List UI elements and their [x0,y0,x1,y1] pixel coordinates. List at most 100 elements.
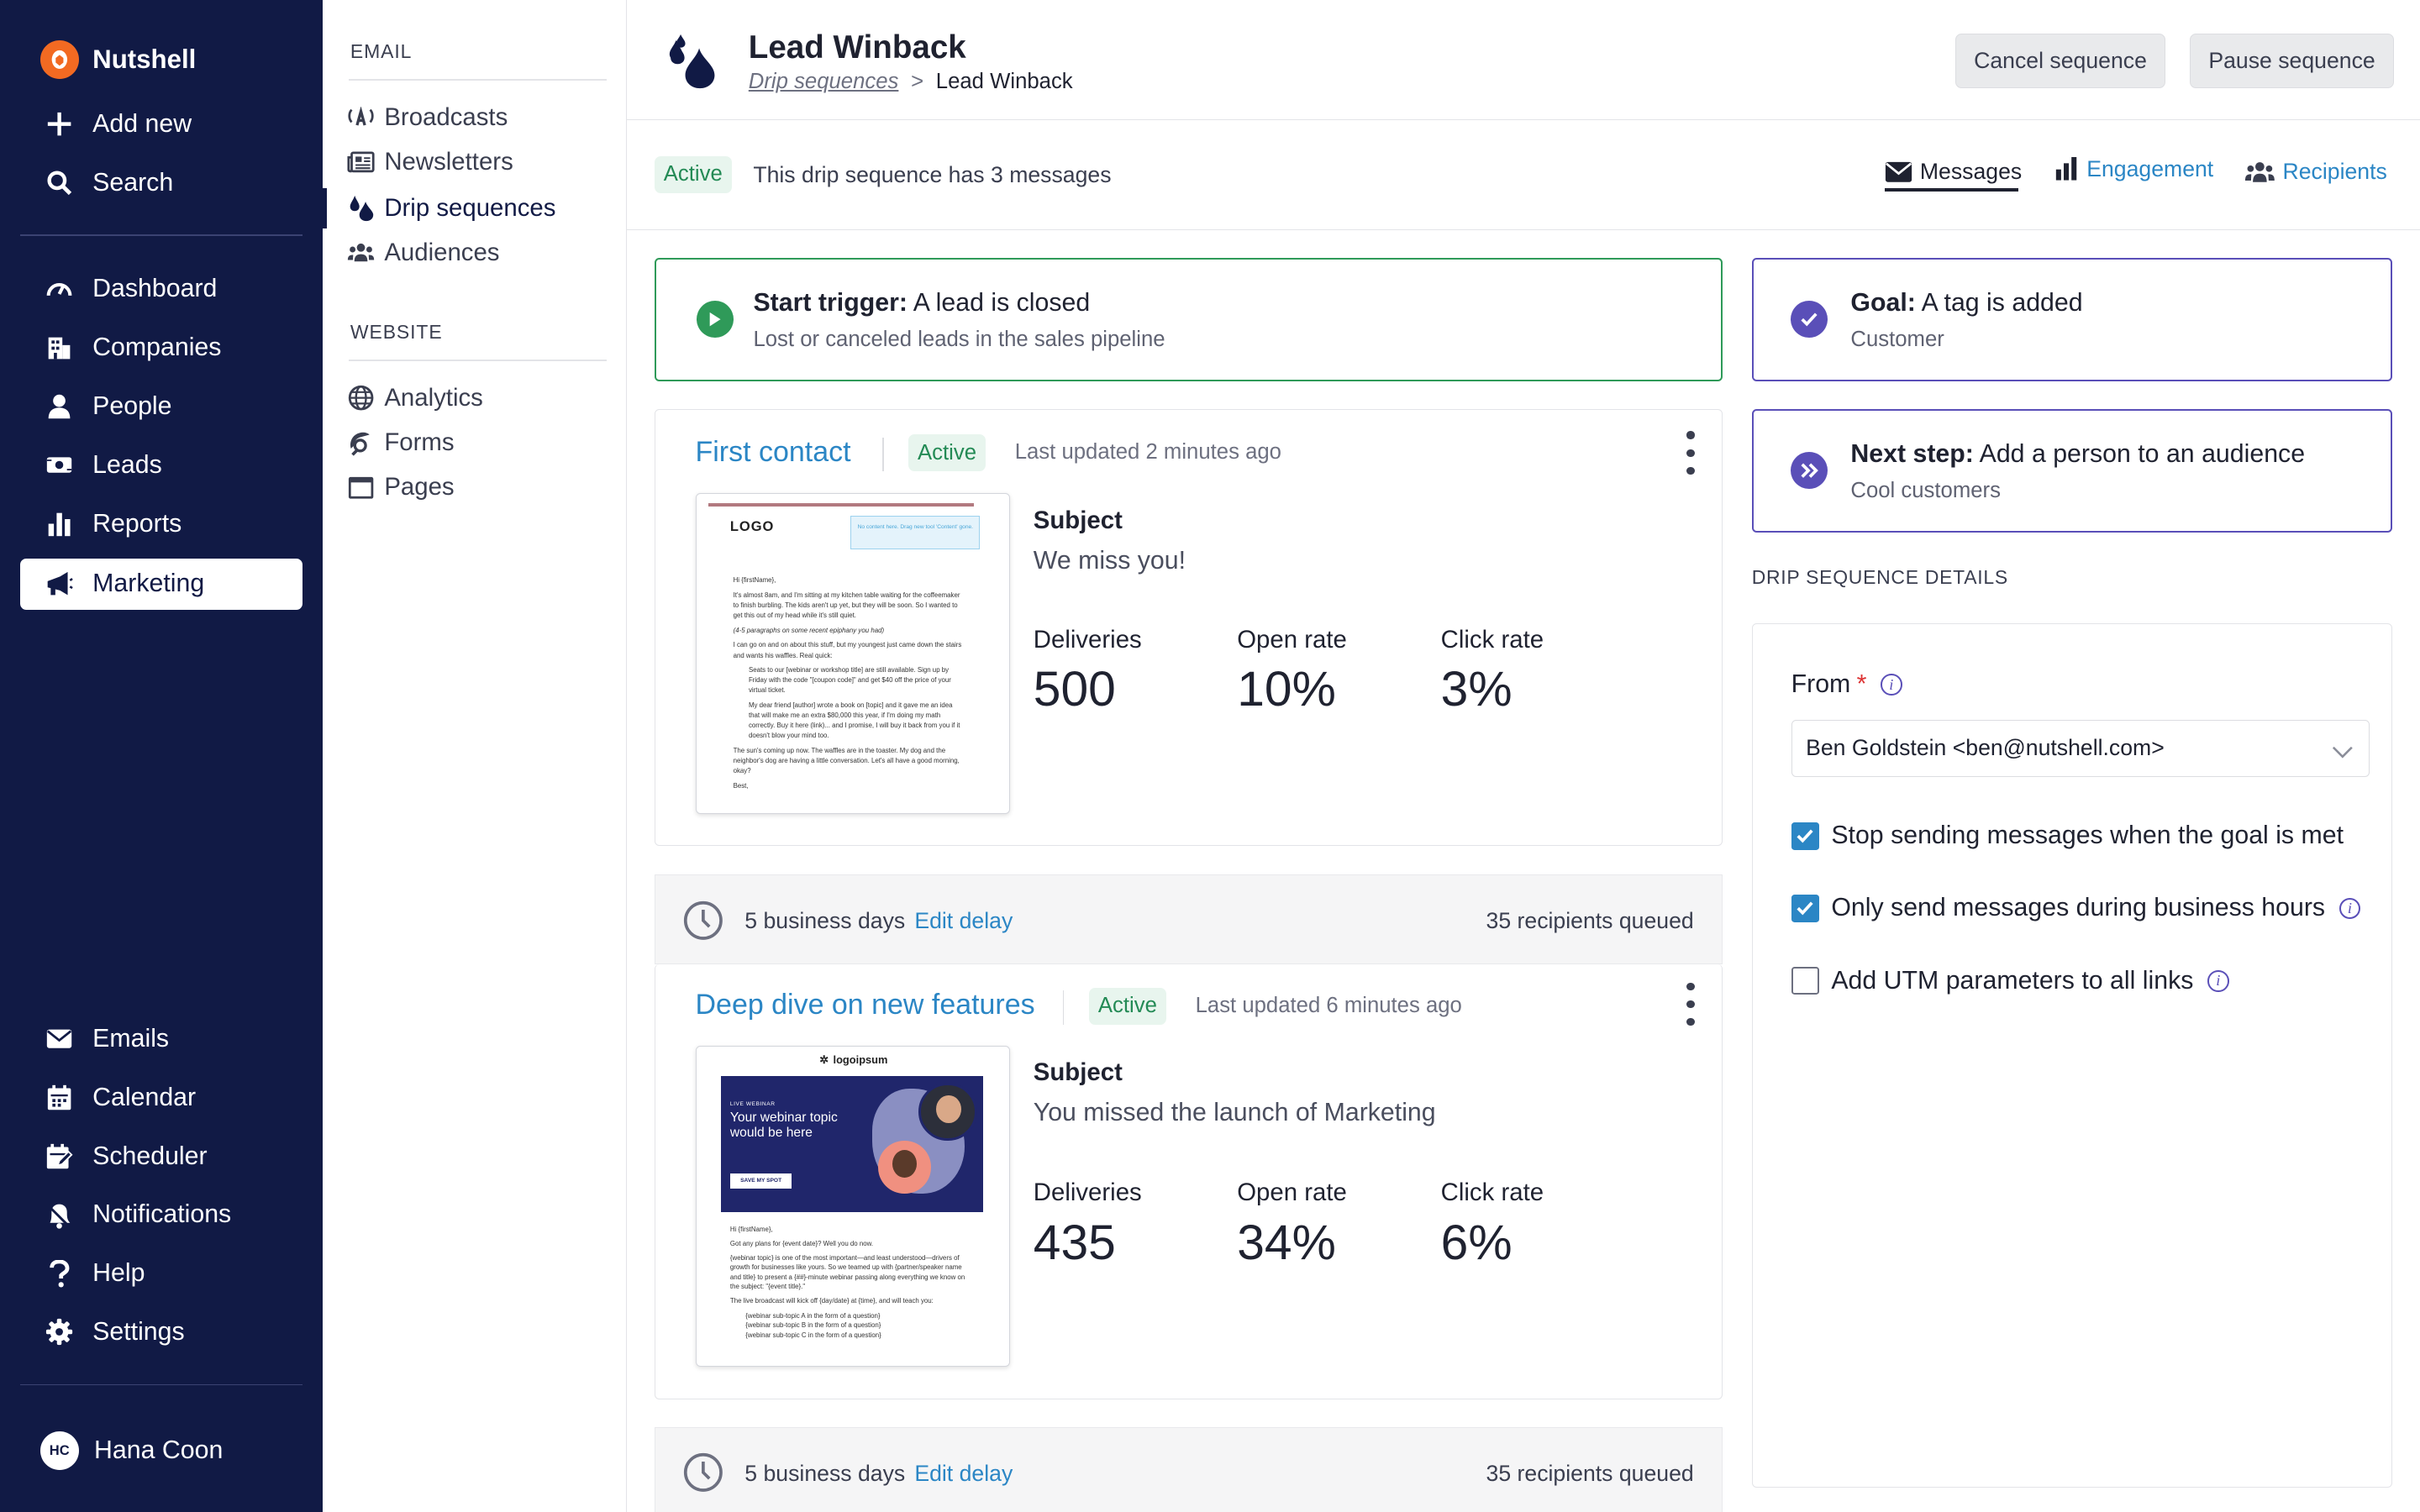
subnav-item-pages[interactable]: Pages [347,468,455,508]
trigger-subtitle: Lost or canceled leads in the sales pipe… [753,327,1165,351]
sidebar-item-search[interactable]: Search [20,157,302,208]
envelope-icon [45,1025,74,1054]
more-options-icon[interactable] [1685,431,1697,475]
status-badge: Active [654,155,732,193]
tab-engagement[interactable]: Engagement [2054,156,2213,182]
preview-text: Best, [733,781,749,790]
option-label: Add UTM parameters to all links [1831,966,2194,995]
sidebar-item-dashboard[interactable]: Dashboard [20,264,302,315]
subnav-item-broadcasts[interactable]: Broadcasts [347,97,508,138]
preview-headline: Your webinar topic would be here [729,1110,838,1140]
cancel-sequence-button[interactable]: Cancel sequence [1955,34,2165,88]
start-trigger-card[interactable]: Start trigger: A lead is closed Lost or … [654,257,1723,381]
status-badge: Active [908,434,986,472]
question-icon [45,1259,74,1289]
info-icon[interactable]: i [2207,969,2229,992]
preview-text: I can go on and on about this stuff, but… [733,641,962,659]
open-rate-label: Open rate [1237,625,1347,654]
breadcrumb-current: Lead Winback [935,69,1073,93]
sidebar-item-label: Reports [92,509,182,538]
more-options-icon[interactable] [1685,982,1697,1026]
from-field-label: From * i [1791,670,1902,699]
option-utm-parameters[interactable]: Add UTM parameters to all links i [1791,967,2229,995]
tab-messages[interactable]: Messages [1885,159,2022,185]
click-rate-label: Click rate [1440,625,1544,654]
page-header: Lead Winback Drip sequences > Lead Winba… [626,0,2420,121]
search-icon [45,168,74,197]
user-name: Hana Coon [94,1436,224,1465]
preview-eyebrow: LIVE WEBINAR [729,1100,776,1107]
sidebar-divider [19,234,302,236]
sidebar-item-emails[interactable]: Emails [20,1014,302,1065]
check-circle-icon [1790,301,1828,339]
checkbox-checked[interactable] [1791,822,1819,850]
subnav-item-audiences[interactable]: Audiences [347,233,500,273]
subject-label: Subject [1033,1058,1123,1086]
open-rate-value: 10% [1237,662,1336,717]
speaker-photo-2 [878,1141,931,1194]
goal-card[interactable]: Goal: A tag is added Customer [1751,257,2392,381]
message-title[interactable]: Deep dive on new features [695,989,1035,1021]
from-select[interactable]: Ben Goldstein <ben@nutshell.com> [1791,719,2370,777]
section-divider [349,78,607,81]
option-stop-on-goal[interactable]: Stop sending messages when the goal is m… [1791,822,2344,850]
sidebar-item-people[interactable]: People [20,381,302,433]
preview-text: {webinar topic} is one of the most impor… [729,1253,965,1291]
subnav-item-label: Broadcasts [384,102,508,131]
sidebar-item-scheduler[interactable]: Scheduler [20,1131,302,1182]
email-preview-thumbnail[interactable]: ✲ logoipsum LIVE WEBINAR Your webinar top… [695,1046,1011,1368]
form-icon [347,429,375,457]
title-separator [1062,990,1065,1025]
required-marker: * [1856,670,1867,699]
bar-chart-icon [2054,157,2079,181]
info-icon[interactable]: i [1880,674,1902,696]
option-business-hours[interactable]: Only send messages during business hours… [1791,894,2361,922]
deliveries-label: Deliveries [1033,625,1142,654]
subnav-item-forms[interactable]: Forms [347,423,455,463]
sidebar-item-companies[interactable]: Companies [20,323,302,374]
email-preview-thumbnail[interactable]: LOGO No content here. Drag new tool 'Con… [695,492,1011,814]
subnav-item-newsletters[interactable]: Newsletters [347,142,513,182]
users-icon [2244,161,2275,183]
message-title[interactable]: First contact [695,435,851,468]
sidebar-item-label: Dashboard [92,275,218,303]
building-icon [45,333,74,363]
bar-chart-icon [45,509,74,538]
open-rate-label: Open rate [1237,1179,1347,1207]
checkbox-checked[interactable] [1791,894,1819,922]
sidebar-item-notifications[interactable]: Notifications [20,1189,302,1241]
sidebar-item-help[interactable]: Help [20,1248,302,1299]
envelope-icon [1885,160,1912,184]
from-select-value: Ben Goldstein <ben@nutshell.com> [1806,735,2165,761]
info-icon[interactable]: i [2338,897,2361,920]
message-count-text: This drip sequence has 3 messages [753,161,1112,187]
checkbox-unchecked[interactable] [1791,967,1819,995]
trigger-title-label: Start trigger: [753,288,908,317]
next-step-card[interactable]: Next step: Add a person to an audience C… [1751,408,2392,533]
sidebar-item-marketing[interactable]: Marketing [19,558,302,610]
sidebar-item-label: Notifications [92,1200,232,1229]
sidebar-item-leads[interactable]: Leads [20,439,302,491]
app-logo[interactable]: Nutshell [39,39,196,79]
subnav-item-label: Audiences [384,239,500,267]
pause-sequence-button[interactable]: Pause sequence [2190,34,2394,88]
next-step-title-value: Add a person to an audience [1973,439,2306,468]
subnav-item-analytics[interactable]: Analytics [347,378,483,418]
edit-delay-link[interactable]: Edit delay [914,1460,1013,1486]
page-title: Lead Winback [748,29,966,66]
details-heading: DRIP SEQUENCE DETAILS [1751,566,2008,589]
subnav-item-drip-sequences[interactable]: Drip sequences [347,188,555,228]
breadcrumb-link-drip-sequences[interactable]: Drip sequences [748,69,899,93]
sidebar-item-label: Leads [92,450,162,479]
preview-text: The sun's coming up now. The waffles are… [733,747,960,775]
plus-icon [45,109,74,139]
tab-recipients[interactable]: Recipients [2244,159,2387,185]
edit-delay-link[interactable]: Edit delay [914,907,1013,933]
sidebar-item-reports[interactable]: Reports [20,498,302,549]
calendar-edit-icon [45,1142,74,1171]
section-heading-website: WEBSITE [350,321,443,344]
sidebar-item-add-new[interactable]: Add new [20,99,302,150]
user-menu[interactable]: HC Hana Coon [39,1431,224,1471]
sidebar-item-calendar[interactable]: Calendar [20,1073,302,1124]
sidebar-item-settings[interactable]: Settings [20,1307,302,1358]
